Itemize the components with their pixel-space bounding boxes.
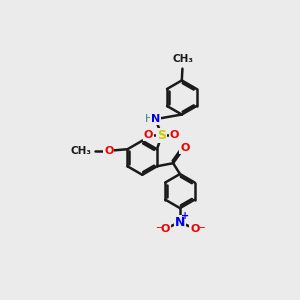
Text: O: O [160,224,170,234]
Text: S: S [157,129,166,142]
Text: ⁻: ⁻ [198,224,205,237]
Text: +: + [182,212,190,221]
Text: O: O [144,130,153,140]
Text: O: O [190,224,200,234]
Text: O: O [170,130,179,140]
Text: N: N [151,114,160,124]
Text: CH₃: CH₃ [70,146,91,156]
Text: ⁻: ⁻ [155,224,162,237]
Text: CH₃: CH₃ [173,54,194,64]
Text: O: O [180,143,190,153]
Text: N: N [175,216,185,229]
Text: H: H [145,113,153,124]
Text: O: O [104,146,114,156]
